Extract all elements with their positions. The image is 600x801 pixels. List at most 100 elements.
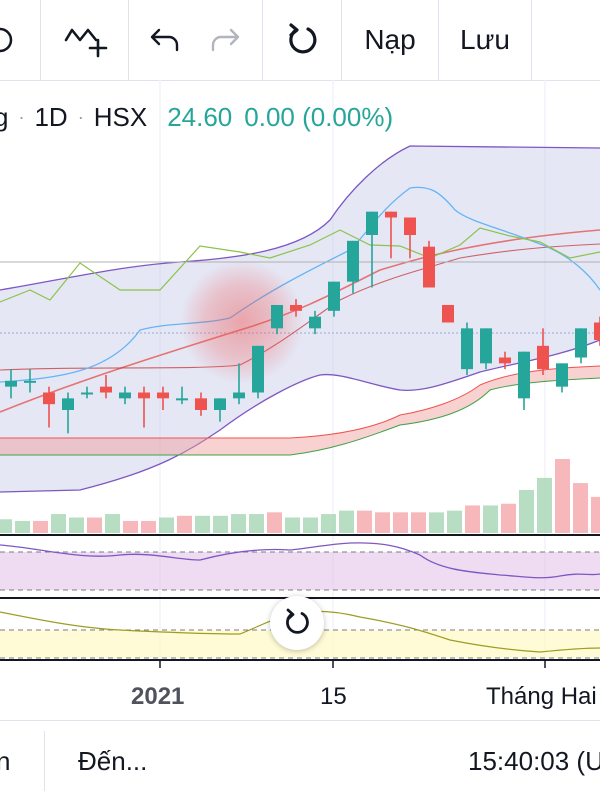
load-label: Nạp [364, 24, 416, 55]
legend-separator: · [77, 106, 84, 127]
volume-bar [429, 512, 444, 533]
volume-bar [411, 512, 426, 533]
time-label-day: 15 [320, 683, 347, 710]
range-fragment[interactable]: n [0, 745, 11, 776]
load-layout-button[interactable]: Nạp [342, 0, 438, 80]
volume-bar [33, 520, 48, 533]
clock-timezone[interactable]: 15:40:03 (U [468, 745, 600, 776]
ichimoku-span-a [0, 365, 600, 439]
symbol-fragment: g [0, 101, 9, 132]
volume-bar [321, 514, 336, 533]
volume-bar [213, 515, 228, 533]
volume-bar [249, 514, 264, 533]
indicator-add-icon [64, 28, 108, 58]
candle-body [556, 363, 568, 387]
candle-body [480, 328, 492, 364]
ma-green-line [0, 227, 600, 303]
legend-separator: · [18, 106, 25, 127]
touch-highlight [180, 260, 304, 384]
candle-body [461, 328, 473, 370]
reset-button[interactable] [264, 0, 340, 80]
candle-body [81, 392, 93, 395]
candle-body [442, 305, 454, 323]
volume-bar [177, 515, 192, 533]
toolbar-divider [40, 0, 41, 80]
candle-body [423, 246, 435, 288]
volume-bar [195, 515, 210, 533]
volume-bar [393, 512, 408, 533]
volume-bar [591, 496, 600, 533]
redo-icon [211, 28, 240, 52]
top-toolbar: Nạp Lưu [0, 0, 600, 81]
volume-bar [357, 510, 372, 533]
undo-button[interactable] [140, 0, 190, 80]
last-price: 24.60 [167, 101, 233, 132]
candle-body [499, 357, 511, 364]
bottom-divider [44, 731, 45, 791]
candle-body [404, 217, 416, 235]
volume-bar [123, 520, 138, 533]
candle-body [119, 392, 131, 399]
bollinger-upper-line [0, 145, 600, 291]
volume-bar [87, 517, 102, 533]
symbol-search-button[interactable] [0, 0, 36, 80]
candle-body [518, 351, 530, 399]
candle-body [366, 211, 378, 235]
candle-body [176, 398, 188, 401]
candle-body [252, 345, 264, 393]
ichimoku-cloud-fill [0, 366, 600, 455]
volume-bar [231, 514, 246, 533]
volume-bar [285, 517, 300, 533]
volume-series [0, 459, 600, 533]
candle-body [575, 328, 587, 358]
candle-body [290, 305, 302, 311]
volume-bar [483, 505, 498, 533]
chart-legend[interactable]: g · 1D · HSX 24.60 0.00 (0.00%) [0, 100, 393, 134]
rsi-band-fill [0, 552, 600, 590]
ma-red-line [0, 229, 600, 413]
candle-body [157, 392, 169, 399]
volume-bar [339, 510, 354, 533]
candle-body [233, 392, 245, 399]
volume-bar [0, 519, 12, 533]
save-label: Lưu [460, 24, 510, 55]
candle-series [5, 211, 600, 434]
redo-button[interactable] [200, 0, 250, 80]
candle-body [62, 398, 74, 410]
candle-body [347, 240, 359, 282]
candle-body [594, 322, 600, 340]
toolbar-divider [128, 0, 129, 80]
volume-bar [555, 459, 570, 533]
candle-body [328, 281, 340, 311]
volume-bar [303, 517, 318, 533]
candle-body [100, 386, 112, 393]
toolbar-divider [438, 0, 439, 80]
price-change: 0.00 (0.00%) [244, 101, 394, 132]
candle-body [385, 211, 397, 218]
candle-body [309, 316, 321, 329]
bottom-bar: n Đến... 15:40:03 (U [0, 720, 600, 801]
volume-bar [159, 517, 174, 533]
indicators-button[interactable] [42, 0, 126, 80]
toolbar-divider [341, 0, 342, 80]
time-label-year: 2021 [131, 683, 185, 710]
price-chart[interactable] [0, 80, 600, 720]
candle-body [43, 392, 55, 405]
toolbar-divider [531, 0, 532, 80]
volume-bar [573, 483, 588, 533]
volume-bar [519, 489, 534, 533]
save-layout-button[interactable]: Lưu [440, 0, 530, 80]
toolbar-divider [262, 0, 263, 80]
candle-body [195, 398, 207, 410]
candle-body [214, 398, 226, 410]
candle-body [138, 392, 150, 399]
volume-bar [105, 514, 120, 533]
time-label-month: Tháng Hai [486, 683, 597, 710]
candle-body [271, 305, 283, 329]
volume-bar [447, 510, 462, 533]
volume-bar [69, 517, 84, 533]
volume-bar [375, 512, 390, 533]
goto-date-button[interactable]: Đến... [78, 745, 148, 776]
reset-chart-button[interactable] [270, 596, 324, 650]
interval-label: 1D [34, 101, 68, 132]
